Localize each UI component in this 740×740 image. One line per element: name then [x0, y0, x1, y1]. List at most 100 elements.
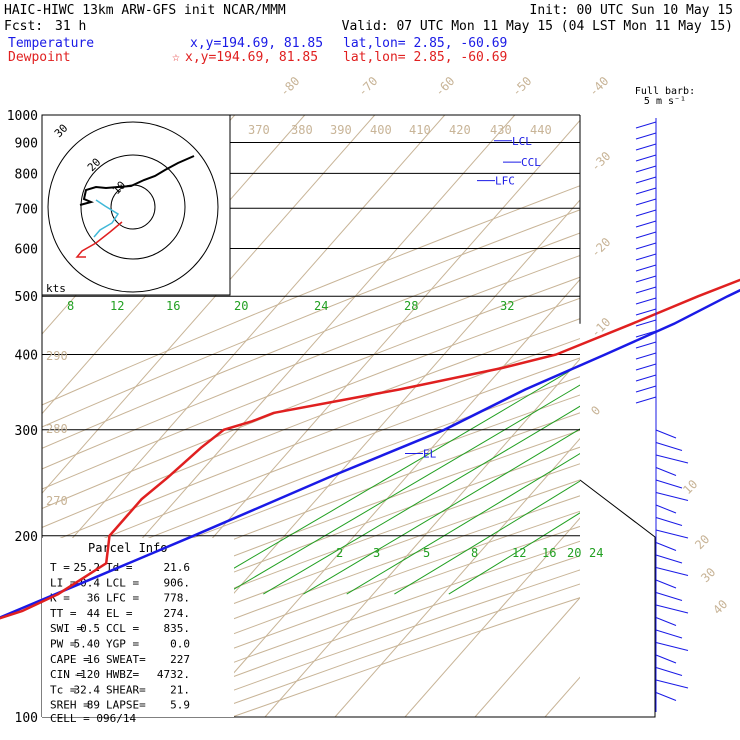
legend-dewpoint-xy: x,y=194.69, 81.85: [185, 50, 318, 65]
theta-label: 290: [46, 349, 68, 363]
dewpoint-point: [398, 388, 401, 391]
header: HAIC-HIWC 13km ARW-GFS init NCAR/MMM Ini…: [4, 3, 733, 34]
wind-barb-key: Full barb: 5 m s⁻¹: [635, 86, 695, 107]
dry-adiabat: [159, 569, 580, 717]
wind-barb: [655, 604, 689, 614]
table-cell-text: 89: [87, 699, 100, 712]
dewpoint-point: [108, 535, 111, 537]
temperature-tick-label: -20: [588, 235, 613, 260]
wind-barb: [655, 467, 677, 476]
wind-barb: [635, 253, 657, 261]
dewpoint-point: [501, 367, 503, 369]
wind-barb: [635, 121, 657, 129]
table-cell-text: 835.: [164, 622, 191, 635]
wind-barb: [655, 592, 683, 601]
wind-barb: [635, 319, 657, 327]
dewpoint-point: [140, 498, 143, 501]
pressure-tick-label: 1000: [7, 109, 38, 124]
temperature-tick-label: 30: [698, 565, 718, 585]
pressure-tick-label: 200: [15, 530, 38, 545]
wind-barb: [635, 143, 657, 151]
level-marker-label: LFC: [495, 175, 515, 188]
legend-dewpoint: Dewpoint: [8, 50, 71, 65]
dry-adiabat: [42, 338, 580, 547]
table-cell-text: LAPSE=: [106, 699, 146, 712]
valid-time: Valid: 07 UTC Mon 11 May 15 (04 LST Mon …: [342, 19, 733, 34]
wind-barb: [635, 220, 657, 228]
parcel-info-table: Parcel Info T = 25.2 Td = 21.6LI =-0.4 LCL =…: [42, 538, 234, 725]
moist-adiabat-label: 32: [500, 299, 514, 313]
wind-barb: [655, 617, 677, 626]
table-background: [42, 538, 234, 717]
wind-barb: [635, 297, 657, 305]
table-cell-text: EL =: [106, 607, 133, 620]
wind-barb: [635, 341, 657, 349]
dry-adiabat: [42, 297, 580, 510]
temperature-point: [604, 353, 606, 356]
isotherm-line: [194, 278, 580, 717]
wind-barb: [655, 454, 689, 464]
pressure-tick-label: 800: [15, 167, 38, 182]
moist-adiabat-label: 20: [234, 299, 248, 313]
dewpoint-point: [200, 447, 202, 449]
isotherm-line: [334, 437, 580, 717]
dry-adiabat: [42, 276, 580, 490]
legend-temperature: Temperature: [8, 36, 94, 51]
temperature-point: [726, 295, 729, 298]
table-cell-text: 16: [87, 653, 100, 666]
wind-barb: [655, 429, 677, 439]
wind-barb: [655, 579, 677, 589]
dewpoint-point: [697, 295, 700, 298]
wind-barb: [635, 242, 657, 250]
dry-adiabat: [195, 583, 580, 717]
wind-barb: [635, 374, 657, 382]
isotherm-line: [685, 115, 740, 717]
wind-barb: [655, 492, 689, 501]
table-cell-text: CIN =: [50, 668, 83, 681]
mixing-ratio-label: 8: [471, 546, 478, 560]
wind-barb: [655, 442, 683, 451]
table-cell-text: SREH =: [50, 699, 90, 712]
legend: Temperature x,y=194.69, 81.85 lat,lon= 2…: [8, 36, 507, 65]
mixing-ratio-label: 5: [423, 546, 430, 560]
isotherm-line: [404, 517, 580, 717]
table-cell-text: 4732.: [157, 668, 190, 681]
table-cell-text: 21.: [170, 683, 190, 696]
wind-barb: [655, 642, 689, 651]
model-title: HAIC-HIWC 13km ARW-GFS init NCAR/MMM: [4, 3, 286, 18]
dry-adiabat: [42, 429, 580, 632]
wind-barb: [655, 654, 677, 664]
mixing-ratio-label: 24: [589, 546, 603, 560]
table-cell-text: Tc =: [50, 683, 77, 696]
hodograph-trace-mid: [93, 199, 120, 238]
dewpoint-point: [251, 420, 254, 423]
dry-adiabat: [42, 376, 580, 582]
sounding-traces: [0, 278, 740, 620]
wind-barb: [655, 504, 677, 514]
dewpoint-point: [272, 412, 275, 414]
legend-dewpoint-latlon: lat,lon= 2.85, -60.69: [343, 50, 507, 65]
temperature-tick-label: -80: [277, 74, 302, 99]
dewpoint-point: [631, 323, 633, 325]
temperature-tick-label: 10: [680, 477, 700, 497]
theta-label: 370: [248, 123, 270, 137]
table-cell-text: HWBZ=: [106, 668, 139, 681]
temperature-tick-label: 40: [710, 597, 730, 617]
wind-barb: [635, 187, 657, 195]
table-cell-text: 32.4: [74, 683, 101, 696]
wind-barb: [635, 209, 657, 217]
isotherm-line: [544, 676, 580, 717]
theta-label: 420: [449, 123, 471, 137]
pressure-tick-label: 400: [15, 349, 38, 364]
dry-adiabat: [42, 446, 580, 648]
dry-adiabat: [42, 357, 580, 565]
forecast-label: Fcst:: [4, 19, 43, 34]
lower-frame: [42, 479, 656, 718]
dry-adiabat: [42, 254, 580, 470]
wind-barb: [655, 529, 689, 539]
hodograph-trace: [79, 155, 195, 206]
mixing-ratio-labels: 8 12 16 20 24 28 32 2 3 5 8 12 16 20 24: [67, 299, 603, 560]
pressure-tick-label: 600: [15, 243, 38, 258]
temperature-tick-label: 0: [588, 403, 603, 418]
theta-label: 400: [370, 123, 392, 137]
